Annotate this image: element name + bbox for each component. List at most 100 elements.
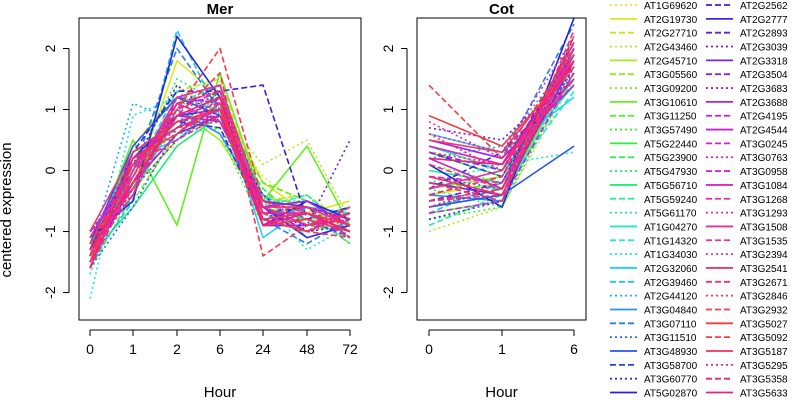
series-line: [428, 66, 575, 147]
series-line: [89, 108, 351, 257]
x-tick-label: 0: [86, 341, 94, 357]
legend-label: AT3G1293: [740, 209, 788, 220]
y-tick-label: -1: [380, 225, 396, 238]
legend-label: AT3G07110: [644, 319, 697, 330]
legend-label: AT2G39460: [644, 278, 698, 289]
panel-mer: Mer 0 1 2 6 24 48 72 Hour -2 -1 0 1 2: [42, 1, 362, 401]
legend-label: AT2G3504: [740, 70, 788, 81]
legend-label: AT3G11250: [644, 112, 697, 123]
series-line: [89, 96, 351, 251]
x-tick-label: 0: [425, 341, 433, 357]
legend-label: AT1G69620: [644, 1, 698, 12]
legend-label: AT3G5092: [740, 333, 788, 344]
legend-label: AT2G43460: [644, 43, 698, 54]
legend-label: AT3G1508: [740, 222, 788, 233]
legend-label: AT1G14320: [644, 236, 698, 247]
legend-label: AT2G19730: [644, 15, 698, 26]
legend-label: AT2G2777: [740, 15, 788, 26]
legend-label: AT3G58700: [644, 361, 698, 372]
legend-label: AT3G2541: [740, 264, 788, 275]
legend-label: AT3G0958: [740, 167, 788, 178]
legend-label: AT3G5295: [740, 361, 788, 372]
legend-label: AT2G27710: [644, 29, 698, 40]
legend-label: AT3G2846: [740, 292, 788, 303]
x-tick-label: 24: [255, 341, 271, 357]
legend-label: AT2G2562: [740, 1, 788, 12]
x-tick-label: 1: [129, 341, 137, 357]
panel-title: Cot: [489, 1, 514, 18]
y-tick-label: 0: [380, 166, 396, 174]
legend-label: AT2G44120: [644, 292, 698, 303]
legend-label: AT3G05560: [644, 70, 698, 81]
x-tick-label: 6: [216, 341, 224, 357]
series-line: [428, 42, 575, 196]
legend-label: AT2G3688: [740, 98, 788, 109]
series-line: [428, 35, 575, 202]
legend-label: AT2G4195: [740, 112, 788, 123]
x-axis-title: Hour: [485, 384, 518, 400]
x-tick-label: 48: [299, 341, 315, 357]
y-tick-label: -2: [380, 286, 396, 299]
plot-frame: [416, 17, 587, 321]
x-tick-label: 2: [173, 341, 181, 357]
legend-label: AT1G34030: [644, 250, 698, 261]
legend-label: AT3G5187: [740, 347, 788, 358]
series-line: [428, 72, 575, 208]
legend-label: AT3G10610: [644, 98, 698, 109]
series-line: [428, 54, 575, 196]
legend-label: AT3G09200: [644, 84, 698, 95]
legend-label: AT2G3683: [740, 84, 788, 95]
series-line: [428, 72, 575, 221]
legend-label: AT3G0245: [740, 139, 788, 150]
series-line: [428, 60, 575, 153]
legend-label: AT2G3039: [740, 43, 788, 54]
panel-title: Mer: [207, 1, 234, 18]
legend: AT1G69620 AT2G19730 AT2G27710 AT2G43460 AT2G…: [610, 1, 788, 400]
x-tick-label: 72: [342, 341, 358, 357]
series-line: [428, 60, 575, 166]
legend-label: AT2G45710: [644, 56, 698, 67]
legend-label: AT3G5633: [740, 389, 788, 400]
series-line: [428, 60, 575, 178]
legend-label: AT2G4544: [740, 126, 788, 137]
legend-label: AT3G1268: [740, 195, 788, 206]
legend-label: AT3G5027: [740, 319, 788, 330]
legend-label: AT5G23900: [644, 153, 698, 164]
y-tick-label: 1: [42, 105, 58, 113]
panel-cot: Cot 0 1 6 Hour -2 -1 0 1 2: [380, 1, 587, 401]
legend-label: AT3G2671: [740, 278, 788, 289]
y-tick-label: 2: [380, 44, 396, 52]
legend-label: AT5G47930: [644, 167, 698, 178]
x-axis-title: Hour: [204, 384, 237, 400]
legend-label: AT2G2893: [740, 29, 788, 40]
series-line: [89, 120, 351, 269]
legend-label: AT5G02870: [644, 389, 698, 400]
legend-label: AT5G61170: [644, 209, 697, 220]
legend-label: AT5G22440: [644, 139, 698, 150]
legend-label: AT3G60770: [644, 375, 698, 386]
series-line: [428, 18, 575, 208]
y-tick-label: 2: [42, 44, 58, 52]
y-tick-label: -2: [42, 286, 58, 299]
legend-label: AT2G3318: [740, 56, 788, 67]
series-line: [89, 114, 351, 269]
legend-label: AT3G1084: [740, 181, 788, 192]
legend-label: AT3G04840: [644, 305, 698, 316]
legend-label: AT5G56710: [644, 181, 698, 192]
legend-label: AT3G57490: [644, 126, 698, 137]
legend-label: AT3G2394: [740, 250, 788, 261]
series-lines: [428, 18, 575, 233]
legend-label: AT3G5358: [740, 375, 788, 386]
y-axis-title: centered expression: [0, 142, 15, 277]
legend-label: AT1G04270: [644, 222, 698, 233]
series-line: [428, 29, 575, 202]
series-line: [89, 90, 351, 239]
legend-label: AT3G11510: [644, 333, 697, 344]
x-tick-label: 6: [570, 341, 578, 357]
legend-label: AT2G32060: [644, 264, 698, 275]
y-tick-label: -1: [42, 225, 58, 238]
series-line: [428, 72, 575, 172]
legend-label: AT3G48930: [644, 347, 698, 358]
series-line: [89, 47, 351, 245]
